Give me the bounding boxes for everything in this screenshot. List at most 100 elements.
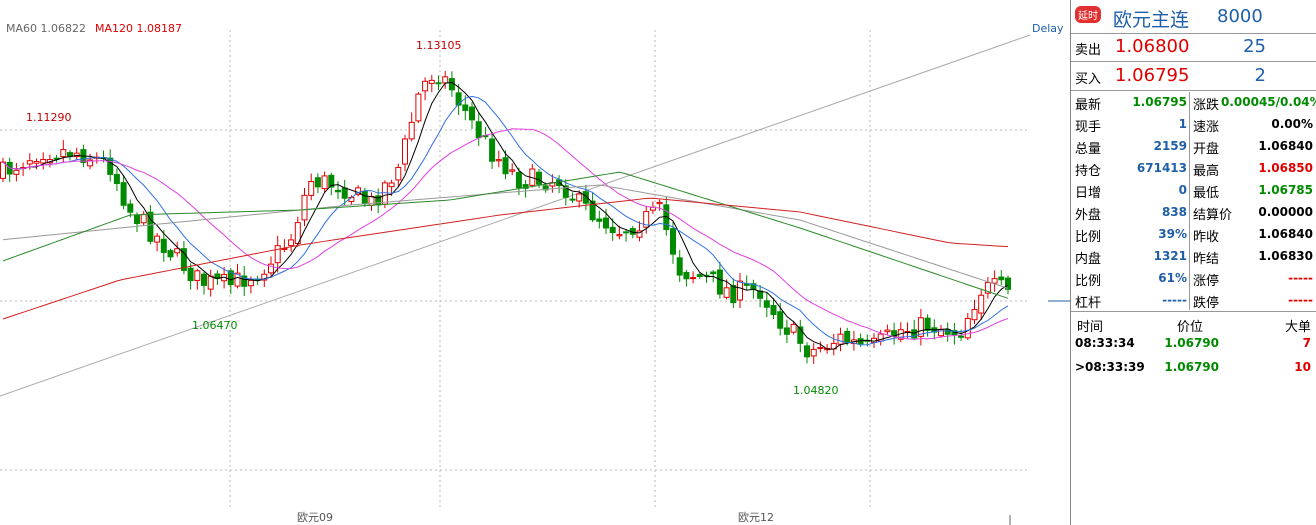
- candle-body: [917, 317, 924, 337]
- candle-body: [1005, 277, 1011, 290]
- candle-body: [154, 235, 161, 243]
- stat-label: 持仓: [1075, 164, 1102, 179]
- candle-body: [87, 159, 94, 167]
- candle-body: [469, 106, 475, 121]
- candle-body: [455, 92, 462, 106]
- stat-label: 日增: [1075, 186, 1102, 201]
- candle-body: [314, 177, 321, 188]
- candle-body: [201, 273, 207, 286]
- stat-label: 最低: [1193, 186, 1220, 201]
- stat-label: 跌停: [1193, 296, 1220, 311]
- candle-body: [26, 160, 33, 165]
- candle-body: [415, 93, 422, 122]
- candle-body: [944, 328, 951, 335]
- stat-label: 昨结: [1193, 252, 1220, 267]
- candle-body: [502, 157, 509, 175]
- stat-label: 总量: [1075, 142, 1102, 157]
- candle-body: [790, 323, 797, 333]
- candle-body: [582, 191, 589, 204]
- candle-body: [589, 200, 596, 221]
- badge: 延时: [1075, 6, 1101, 23]
- candle-body: [113, 174, 120, 184]
- candle-body: [964, 317, 971, 339]
- candle-body: [187, 267, 194, 282]
- candle-body: [335, 189, 341, 193]
- candle-body: [562, 185, 569, 198]
- grid: [0, 30, 1030, 510]
- trade-header: 大单: [1285, 320, 1312, 335]
- candle-body: [134, 214, 140, 224]
- candle-body: [268, 263, 274, 274]
- candle-body: [636, 230, 643, 238]
- candle-body: [609, 226, 616, 234]
- candles: [0, 70, 1011, 364]
- stat-label: 结算价: [1193, 208, 1233, 223]
- candle-body: [797, 326, 804, 344]
- stat-value: 1: [1178, 117, 1187, 131]
- candle-body: [971, 309, 978, 321]
- candle-body: [107, 157, 114, 175]
- candle-body: [194, 270, 201, 281]
- candle-body: [234, 272, 241, 287]
- candle-body: [428, 79, 435, 84]
- candle-body: [603, 217, 609, 229]
- candle-body: [522, 184, 529, 189]
- trend-line: [0, 34, 1031, 397]
- stat-label: 涨跌: [1193, 98, 1220, 113]
- code: 8000: [1217, 6, 1263, 27]
- ma-line: [2, 184, 1009, 289]
- candle-body: [180, 248, 187, 271]
- candle-body: [489, 138, 496, 162]
- stat-label: 比例: [1075, 230, 1102, 245]
- stat-value: -----: [1288, 293, 1313, 307]
- ma-line: [2, 81, 1009, 350]
- stat-value: 1.06840: [1258, 227, 1313, 241]
- ma60-label: MA60 1.06822: [6, 22, 86, 35]
- candle-body: [670, 228, 676, 255]
- candle-body: [676, 257, 683, 276]
- candle-body: [160, 238, 167, 253]
- low-mark: 1.06470: [192, 319, 238, 332]
- stat-label: 开盘: [1193, 142, 1220, 157]
- bid-price: 1.06795: [1115, 65, 1190, 86]
- ma-line: [2, 128, 1009, 340]
- candle-body: [167, 250, 174, 258]
- candle-body: [569, 198, 576, 201]
- candle-body: [616, 234, 623, 237]
- low-mark: 1.04820: [793, 384, 839, 397]
- stat-label: 最新: [1075, 98, 1102, 113]
- candle-body: [0, 161, 6, 179]
- candle-body: [509, 169, 516, 172]
- candle-body: [227, 270, 234, 286]
- candle-body: [623, 231, 630, 234]
- candle-body: [435, 82, 442, 85]
- candle-body: [381, 182, 388, 205]
- candle-body: [515, 171, 522, 189]
- candle-body: [495, 159, 502, 162]
- candle-body: [984, 282, 991, 294]
- candle-body: [938, 328, 944, 337]
- stat-value: 0.00000: [1258, 205, 1313, 219]
- candle-body: [207, 275, 214, 290]
- candle-body: [978, 294, 985, 314]
- candle-body: [341, 187, 348, 199]
- candle-body: [690, 277, 697, 280]
- candle-body: [40, 158, 47, 164]
- stat-value: -----: [1288, 271, 1313, 285]
- candle-body: [958, 335, 965, 338]
- stat-value: 1.06840: [1258, 139, 1313, 153]
- candle-body: [308, 181, 315, 196]
- candle-body: [241, 275, 248, 287]
- ma-line: [2, 171, 1009, 299]
- candle-body: [777, 311, 784, 329]
- candle-body: [911, 329, 918, 339]
- candle-body: [442, 76, 449, 84]
- stat-label: 外盘: [1075, 208, 1102, 223]
- delay-label: Delay: [1032, 22, 1064, 35]
- candle-body: [60, 149, 67, 158]
- candle-body: [643, 211, 650, 228]
- stat-value: 1.06795: [1132, 95, 1187, 109]
- candle-body: [120, 182, 127, 206]
- candle-body: [402, 138, 408, 165]
- candle-body: [127, 203, 134, 213]
